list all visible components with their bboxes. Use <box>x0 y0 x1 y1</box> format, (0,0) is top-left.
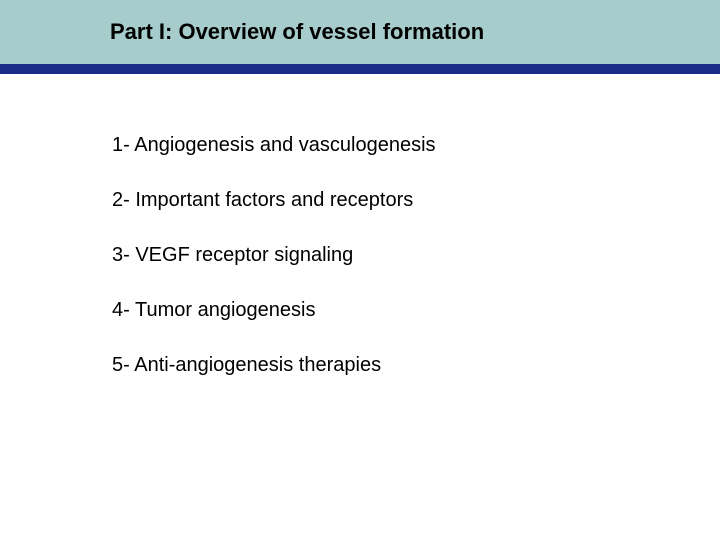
divider <box>0 64 720 74</box>
list-item: 5- Anti-angiogenesis therapies <box>112 354 720 377</box>
slide-title: Part I: Overview of vessel formation <box>110 19 484 45</box>
list-item: 1- Angiogenesis and vasculogenesis <box>112 134 720 157</box>
list-item: 3- VEGF receptor signaling <box>112 244 720 267</box>
body-area: 1- Angiogenesis and vasculogenesis 2- Im… <box>0 74 720 377</box>
list-item: 2- Important factors and receptors <box>112 189 720 212</box>
list-item: 4- Tumor angiogenesis <box>112 299 720 322</box>
header-band: Part I: Overview of vessel formation <box>0 0 720 64</box>
